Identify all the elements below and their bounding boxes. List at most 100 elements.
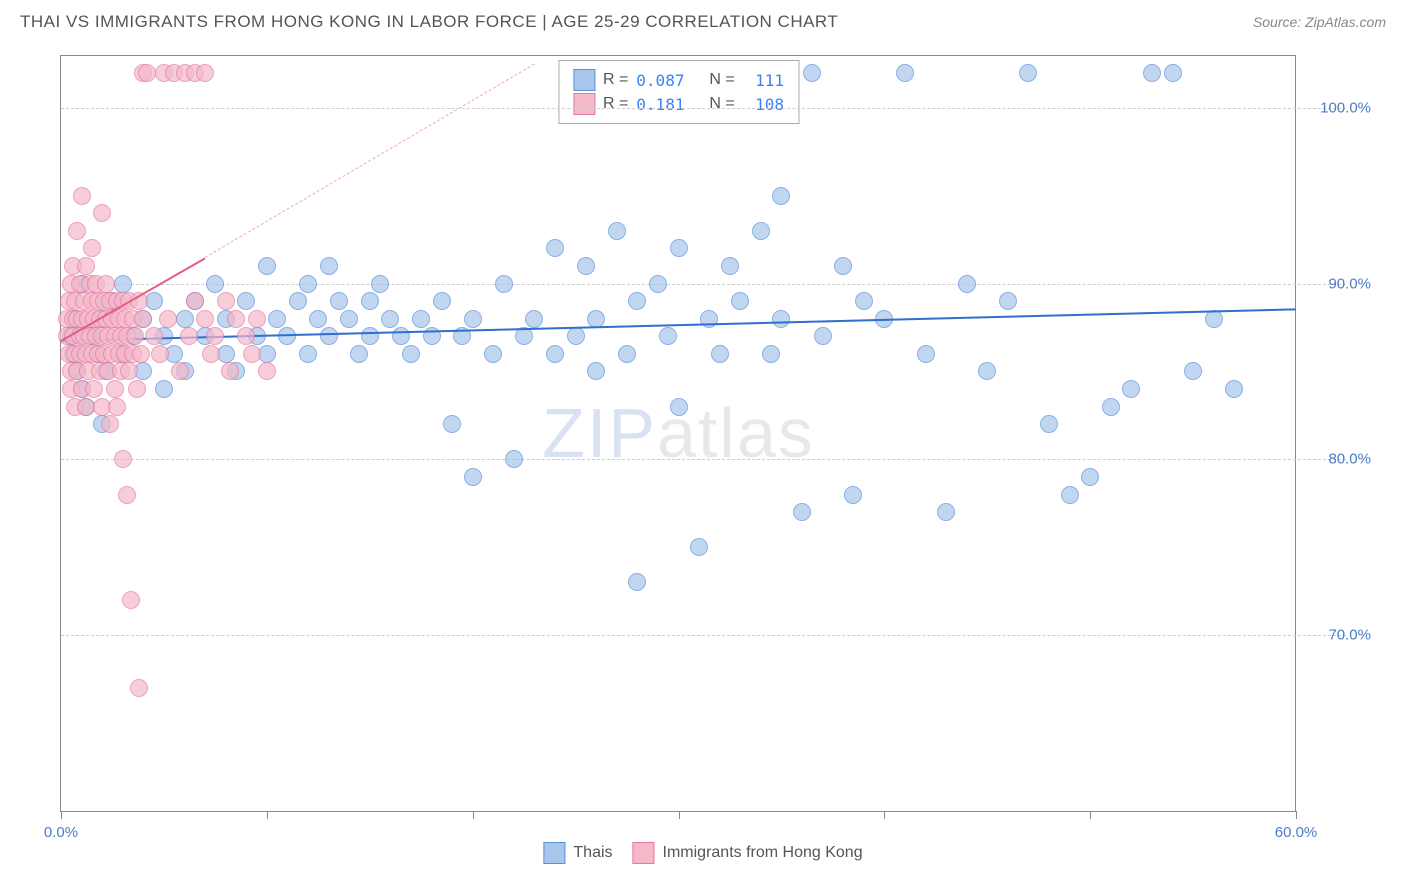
- data-point: [690, 538, 708, 556]
- x-tick-label: 60.0%: [1275, 824, 1318, 841]
- data-point: [649, 275, 667, 293]
- data-point: [546, 239, 564, 257]
- y-tick-label: 70.0%: [1328, 627, 1371, 644]
- data-point: [731, 292, 749, 310]
- data-point: [978, 362, 996, 380]
- data-point: [587, 362, 605, 380]
- data-point: [793, 503, 811, 521]
- x-tick: [884, 811, 885, 819]
- legend-row: R =0.087 N = 111: [573, 69, 784, 91]
- legend-swatch: [573, 69, 595, 91]
- correlation-legend: R =0.087 N = 111 R = 0.181 N = 108: [558, 60, 799, 124]
- y-tick-label: 80.0%: [1328, 451, 1371, 468]
- data-point: [1040, 415, 1058, 433]
- data-point: [101, 415, 119, 433]
- data-point: [206, 275, 224, 293]
- data-point: [171, 362, 189, 380]
- data-point: [762, 345, 780, 363]
- data-point: [814, 327, 832, 345]
- data-point: [132, 345, 150, 363]
- data-point: [721, 257, 739, 275]
- data-point: [221, 362, 239, 380]
- data-point: [108, 398, 126, 416]
- legend-swatch: [543, 842, 565, 864]
- data-point: [196, 64, 214, 82]
- x-tick: [1090, 811, 1091, 819]
- series-label: Thais: [573, 844, 612, 862]
- data-point: [299, 345, 317, 363]
- data-point: [289, 292, 307, 310]
- n-label: N =: [709, 95, 734, 113]
- data-point: [855, 292, 873, 310]
- data-point: [151, 345, 169, 363]
- x-tick-label: 0.0%: [44, 824, 78, 841]
- data-point: [1019, 64, 1037, 82]
- gridline: [61, 635, 1346, 636]
- series-legend-item: Immigrants from Hong Kong: [633, 842, 863, 864]
- data-point: [587, 310, 605, 328]
- data-point: [772, 310, 790, 328]
- data-point: [917, 345, 935, 363]
- data-point: [1102, 398, 1120, 416]
- data-point: [106, 380, 124, 398]
- data-point: [309, 310, 327, 328]
- y-tick-label: 100.0%: [1320, 99, 1371, 116]
- data-point: [670, 239, 688, 257]
- data-point: [464, 310, 482, 328]
- data-point: [670, 398, 688, 416]
- data-point: [126, 327, 144, 345]
- gridline: [61, 108, 1346, 109]
- data-point: [350, 345, 368, 363]
- data-point: [85, 380, 103, 398]
- legend-swatch: [573, 93, 595, 115]
- data-point: [937, 503, 955, 521]
- data-point: [371, 275, 389, 293]
- data-point: [77, 398, 95, 416]
- data-point: [577, 257, 595, 275]
- data-point: [381, 310, 399, 328]
- n-value: 111: [755, 71, 784, 90]
- data-point: [268, 310, 286, 328]
- data-point: [495, 275, 513, 293]
- r-value: 0.181: [636, 95, 684, 114]
- data-point: [145, 327, 163, 345]
- data-point: [134, 310, 152, 328]
- data-point: [525, 310, 543, 328]
- data-point: [443, 415, 461, 433]
- series-legend-item: Thais: [543, 842, 612, 864]
- data-point: [227, 310, 245, 328]
- data-point: [237, 327, 255, 345]
- data-point: [608, 222, 626, 240]
- r-value: 0.087: [636, 71, 684, 90]
- r-label: R =: [603, 95, 628, 113]
- data-point: [299, 275, 317, 293]
- n-label: N =: [709, 71, 734, 89]
- data-point: [258, 362, 276, 380]
- chart-header: THAI VS IMMIGRANTS FROM HONG KONG IN LAB…: [0, 0, 1406, 40]
- data-point: [628, 292, 646, 310]
- data-point: [567, 327, 585, 345]
- data-point: [505, 450, 523, 468]
- data-point: [68, 222, 86, 240]
- data-point: [1184, 362, 1202, 380]
- data-point: [93, 204, 111, 222]
- data-point: [258, 257, 276, 275]
- data-point: [248, 310, 266, 328]
- data-point: [120, 362, 138, 380]
- data-point: [711, 345, 729, 363]
- data-point: [628, 573, 646, 591]
- data-point: [464, 468, 482, 486]
- data-point: [202, 345, 220, 363]
- legend-row: R = 0.181 N = 108: [573, 93, 784, 115]
- data-point: [433, 292, 451, 310]
- data-point: [772, 187, 790, 205]
- data-point: [159, 310, 177, 328]
- data-point: [412, 310, 430, 328]
- data-point: [138, 64, 156, 82]
- data-point: [114, 450, 132, 468]
- n-value: 108: [755, 95, 784, 114]
- data-point: [217, 292, 235, 310]
- data-point: [834, 257, 852, 275]
- data-point: [196, 310, 214, 328]
- data-point: [1061, 486, 1079, 504]
